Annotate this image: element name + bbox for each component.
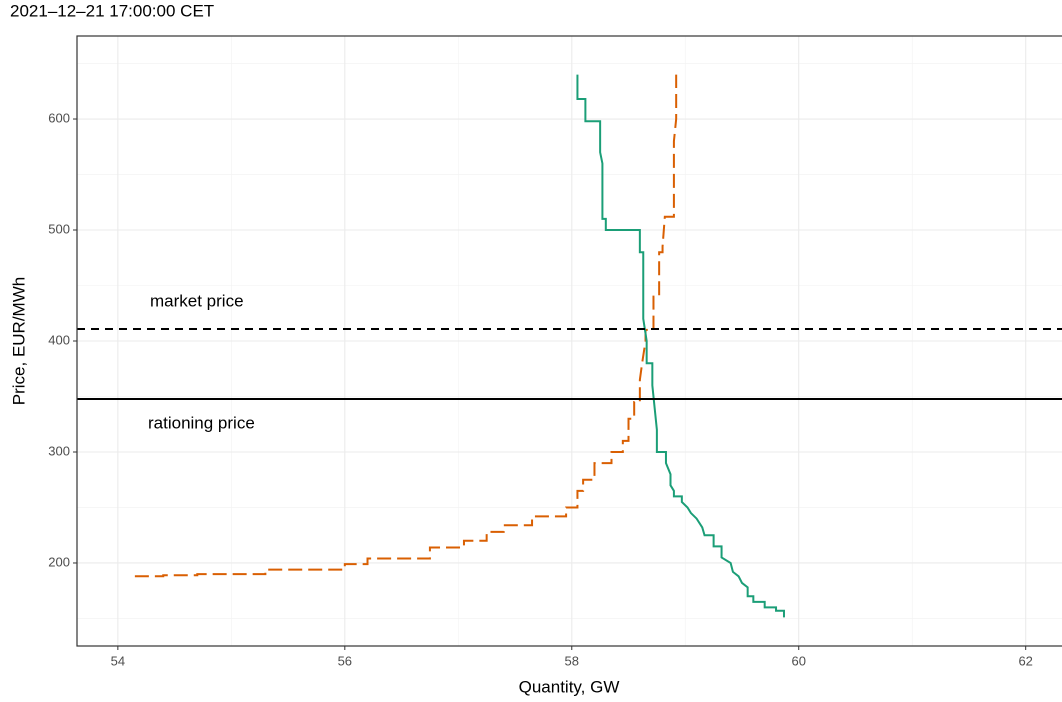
y-tick-label: 200 xyxy=(48,554,70,569)
step-line xyxy=(576,74,785,618)
panel-border xyxy=(76,35,1062,647)
chart-title: 2021–12–21 17:00:00 CET xyxy=(10,1,214,20)
y-axis-label: Price, EUR/MWh xyxy=(9,277,28,405)
x-tick-label: 60 xyxy=(791,653,805,668)
y-tick-label: 500 xyxy=(48,221,70,236)
x-tick-label: 62 xyxy=(1018,653,1032,668)
reference-label: rationing price xyxy=(148,414,255,433)
x-tick-label: 54 xyxy=(111,653,125,668)
x-tick-label: 56 xyxy=(338,653,352,668)
y-tick-label: 300 xyxy=(48,443,70,458)
reference-label: market price xyxy=(150,291,244,310)
y-tick-label: 600 xyxy=(48,110,70,125)
x-tick-label: 58 xyxy=(565,653,579,668)
y-tick-label: 400 xyxy=(48,332,70,347)
step-line xyxy=(134,74,678,578)
x-axis-label: Quantity, GW xyxy=(519,677,620,696)
